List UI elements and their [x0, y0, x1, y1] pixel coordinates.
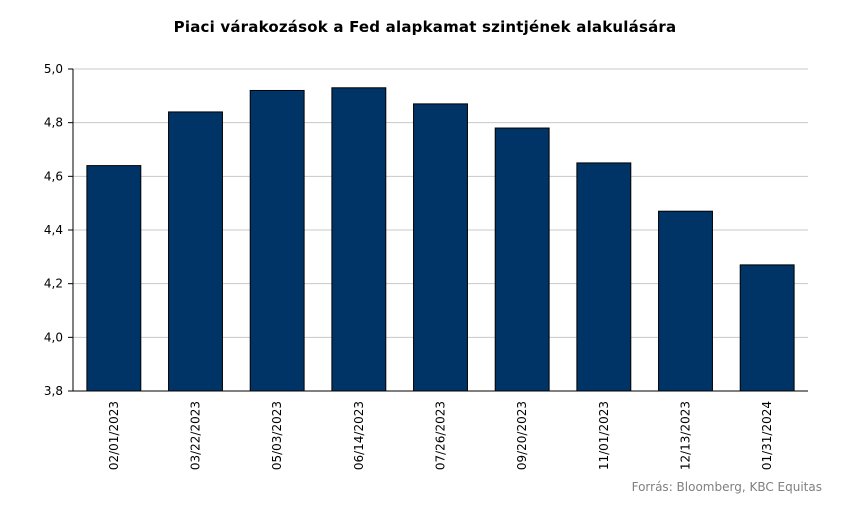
- x-tick-label: 03/22/2023: [189, 401, 203, 470]
- y-tick-label: 4,8: [44, 116, 63, 130]
- x-tick-label: 11/01/2023: [597, 401, 611, 470]
- source-note: Forrás: Bloomberg, KBC Equitas: [631, 480, 822, 494]
- x-tick-label: 06/14/2023: [352, 401, 366, 470]
- bar: [331, 87, 387, 392]
- x-tick-label: 07/26/2023: [434, 401, 448, 470]
- y-tick-label: 4,2: [44, 277, 63, 291]
- x-tick-label: 05/03/2023: [270, 401, 284, 470]
- x-tick-label: 09/20/2023: [515, 401, 529, 470]
- x-tick-labels: 02/01/2023 03/22/2023 05/03/2023 06/14/2023…: [107, 401, 774, 470]
- bar: [413, 103, 468, 392]
- bar: [739, 264, 795, 392]
- y-tick-label: 5,0: [44, 62, 63, 76]
- y-tick-label: 4,0: [44, 330, 63, 344]
- bars: [86, 87, 795, 392]
- y-tick-label: 4,6: [44, 169, 63, 183]
- bar: [576, 162, 632, 392]
- bar: [168, 111, 223, 392]
- y-tick-labels: 3,8 4,0 4,2 4,4 4,6 4,8 5,0: [44, 62, 63, 398]
- axes: [68, 68, 808, 392]
- x-tick-label: 02/01/2023: [107, 401, 121, 470]
- x-tick-label: 12/13/2023: [679, 401, 693, 470]
- bar: [658, 210, 713, 392]
- bar: [86, 165, 142, 392]
- y-tick-label: 3,8: [44, 384, 63, 398]
- y-tick-label: 4,4: [44, 223, 63, 237]
- x-tick-label: 01/31/2024: [760, 401, 774, 470]
- bar: [249, 89, 305, 392]
- chart-title: Piaci várakozások a Fed alapkamat szintj…: [173, 18, 677, 36]
- bar: [494, 127, 550, 392]
